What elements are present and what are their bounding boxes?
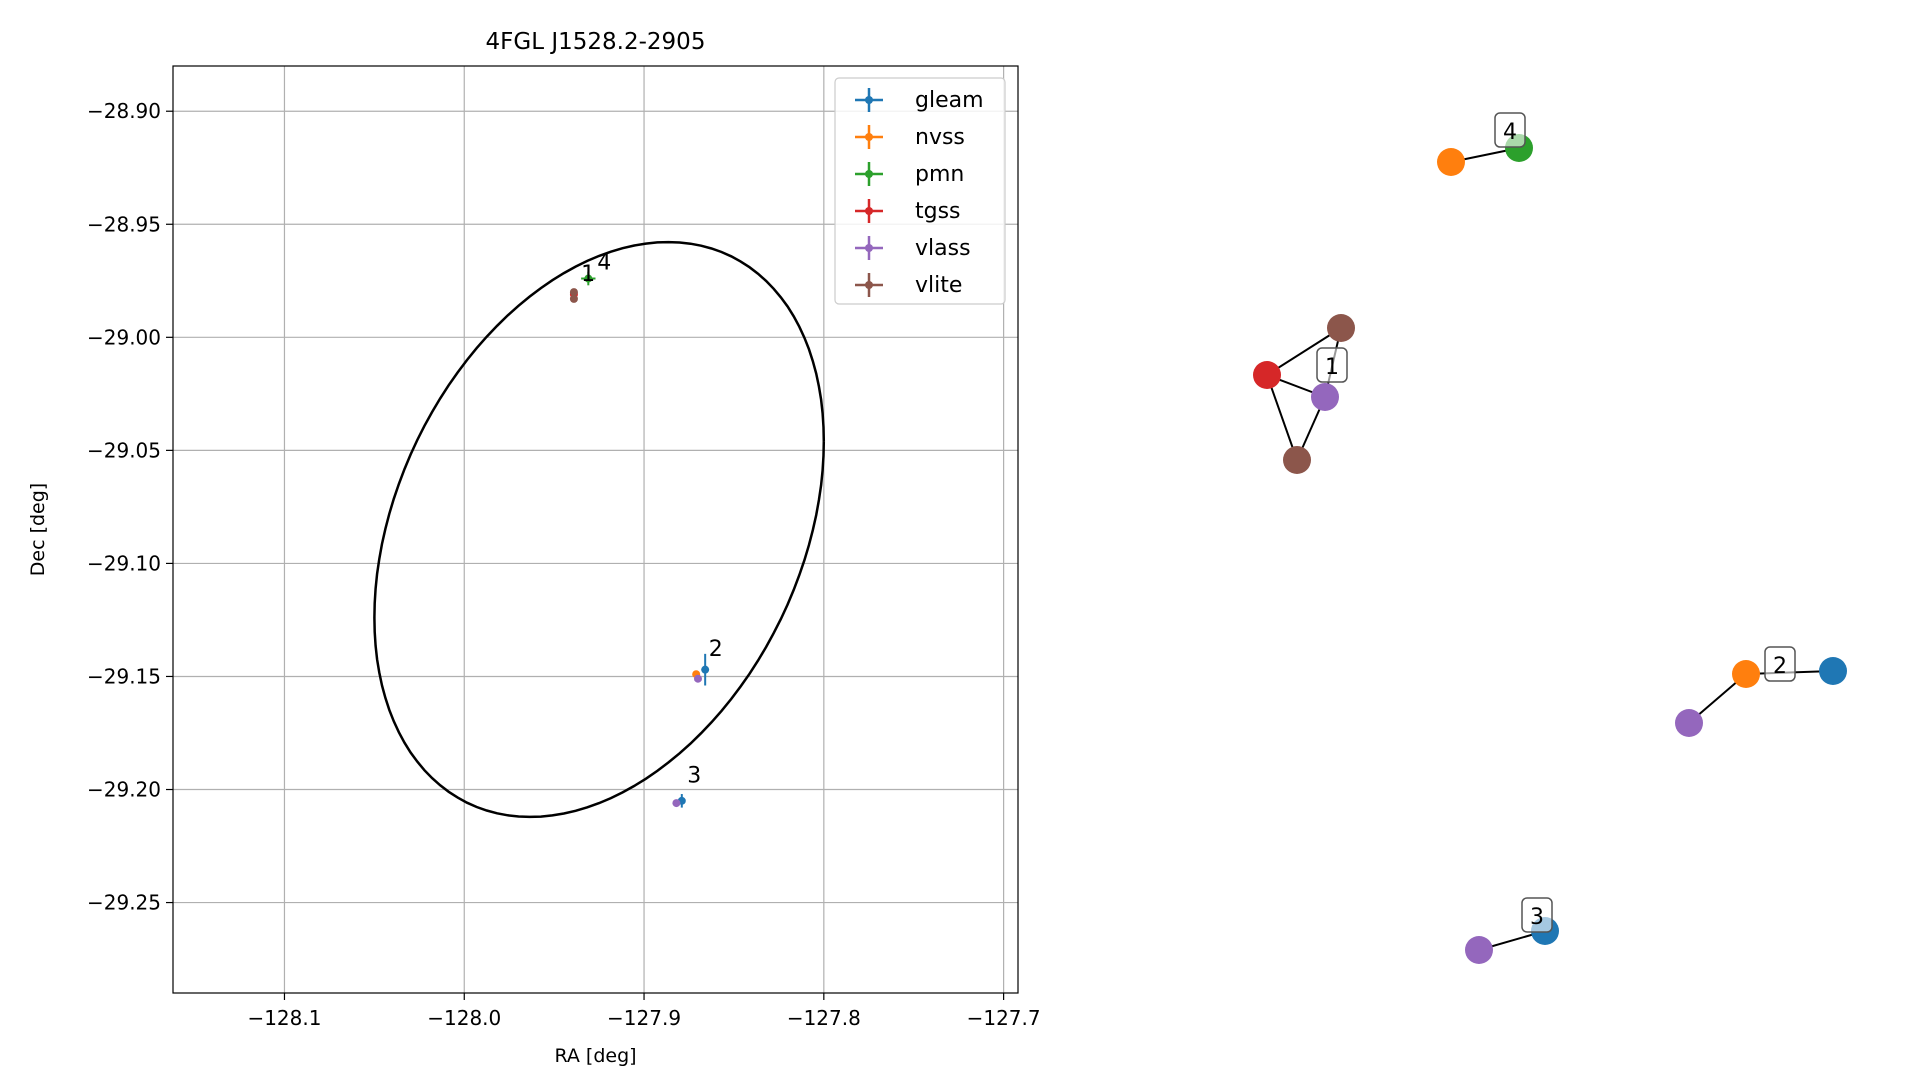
cluster-label-box	[1494, 112, 1526, 148]
y-tick-label: −28.95	[87, 212, 161, 236]
scatter-plot: 1 4 2 3 −128.1 −128.0 −127.9 −127.8 −127.7 −28.9…	[27, 29, 1041, 1067]
legend-label: vlass	[915, 236, 971, 261]
legend-entry-pmn: pmn	[855, 162, 964, 187]
legend-label: pmn	[915, 162, 964, 187]
network-node-vlass	[1311, 383, 1339, 411]
legend-entry-vlite: vlite	[855, 273, 962, 298]
legend-marker	[865, 281, 873, 289]
y-tick-label: −29.00	[87, 325, 161, 349]
annotation-label: 2	[709, 637, 723, 662]
network-node-vlass	[1465, 936, 1493, 964]
legend-marker	[865, 207, 873, 215]
y-tick-label: −29.15	[87, 664, 161, 688]
cluster-label: 4	[1503, 120, 1517, 145]
y-tick-label: −29.05	[87, 438, 161, 462]
x-tick-label: −128.0	[427, 1006, 501, 1030]
network-node-tgss	[1253, 361, 1281, 389]
marker	[569, 294, 578, 303]
x-tick-label: −127.9	[607, 1006, 681, 1030]
y-tick-label: −29.25	[87, 891, 161, 915]
x-tick-label: −127.7	[967, 1006, 1041, 1030]
network-cluster-3: 3	[1465, 897, 1559, 964]
network-cluster-4: 4	[1437, 112, 1533, 176]
legend-label: vlite	[915, 273, 962, 298]
marker	[693, 674, 702, 683]
legend-entry-tgss: tgss	[855, 199, 961, 224]
data-point-vlass	[693, 674, 702, 683]
cluster-label-box	[1764, 646, 1796, 682]
network-node-vlite	[1283, 446, 1311, 474]
network-cluster-2: 2	[1675, 646, 1847, 737]
marker	[701, 665, 710, 674]
network-node-vlass	[1675, 709, 1703, 737]
legend-label: gleam	[915, 88, 984, 113]
axis-ticks: −128.1 −128.0 −127.9 −127.8 −127.7 −28.90 −28.…	[87, 99, 1041, 1030]
error-ellipse-path	[373, 240, 826, 819]
annotation-label: 1	[581, 262, 595, 287]
x-tick-label: −128.1	[247, 1006, 321, 1030]
network-graph: 1 2 3 4	[1253, 112, 1847, 964]
data-point-pmn	[581, 271, 596, 286]
cluster-label-box	[1521, 897, 1553, 933]
y-tick-label: −29.10	[87, 551, 161, 575]
legend-marker	[865, 133, 873, 141]
network-node-nvss	[1437, 148, 1465, 176]
marker	[569, 288, 578, 297]
annotation-label: 4	[597, 250, 611, 275]
cluster-label: 1	[1325, 355, 1339, 380]
network-cluster-1: 1	[1253, 314, 1355, 474]
data-point-vlite	[569, 294, 578, 303]
x-tick-label: −127.8	[787, 1006, 861, 1030]
y-axis-label: Dec [deg]	[27, 483, 49, 576]
annotation-label: 3	[687, 764, 701, 789]
data-point-vlite	[569, 288, 578, 297]
chart-title: 4FGL J1528.2-2905	[486, 29, 706, 55]
cluster-label: 2	[1773, 654, 1787, 679]
legend: gleam nvss pmn tgss vlass vlite	[834, 77, 1006, 305]
y-tick-label: −28.90	[87, 99, 161, 123]
network-edge	[1266, 374, 1298, 461]
legend-label: nvss	[915, 125, 965, 150]
y-tick-label: −29.20	[87, 778, 161, 802]
network-node-nvss	[1732, 660, 1760, 688]
legend-marker	[865, 96, 873, 104]
marker	[672, 799, 681, 808]
point-annotations: 1 4 2 3	[581, 250, 723, 788]
error-ellipse	[373, 240, 826, 819]
network-edge	[1266, 327, 1342, 376]
legend-marker	[865, 170, 873, 178]
legend-label: tgss	[915, 199, 961, 224]
cluster-label-box	[1316, 347, 1348, 383]
data-point-vlass	[672, 799, 681, 808]
data-points	[569, 271, 710, 808]
legend-entry-vlass: vlass	[855, 236, 971, 261]
legend-entry-gleam: gleam	[855, 88, 984, 113]
network-node-gleam	[1819, 657, 1847, 685]
legend-entry-nvss: nvss	[855, 125, 965, 150]
legend-marker	[865, 244, 873, 252]
data-point-gleam	[701, 653, 710, 686]
x-axis-label: RA [deg]	[554, 1045, 636, 1067]
axes-frame	[172, 65, 1019, 994]
marker	[584, 274, 593, 283]
cluster-label: 3	[1530, 905, 1544, 930]
network-node-vlite	[1327, 314, 1355, 342]
grid	[173, 66, 1018, 993]
